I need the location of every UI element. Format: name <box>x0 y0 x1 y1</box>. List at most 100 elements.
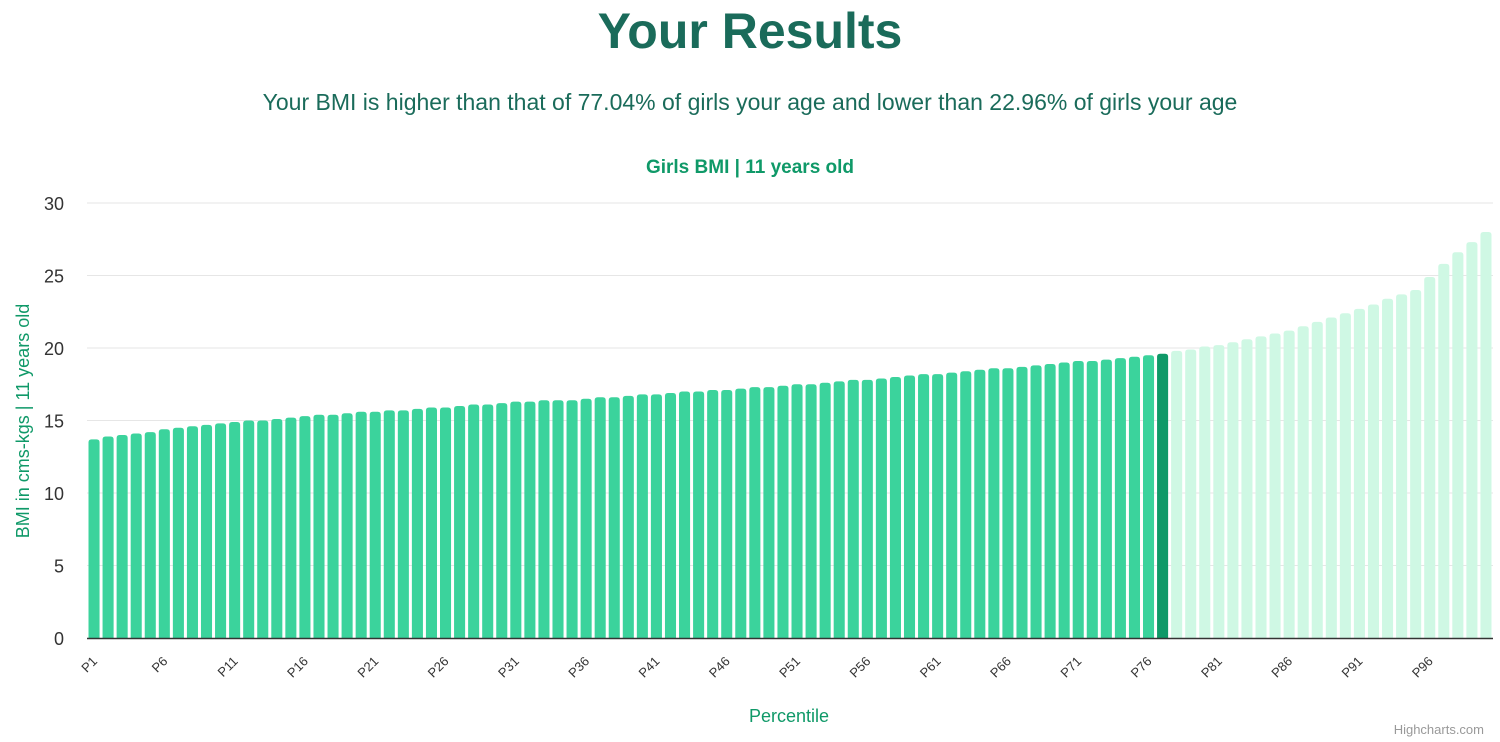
bar-p81[interactable] <box>1213 345 1225 638</box>
bar-p5[interactable] <box>144 432 156 638</box>
bar-p92[interactable] <box>1367 304 1380 639</box>
bar-p36[interactable] <box>580 398 592 638</box>
bar-p57[interactable] <box>875 378 887 638</box>
highcharts-credit[interactable]: Highcharts.com <box>1393 722 1484 737</box>
bar-p44[interactable] <box>693 391 705 639</box>
bar-p12[interactable] <box>243 420 255 639</box>
bar-p58[interactable] <box>889 377 901 638</box>
bar-p18[interactable] <box>327 414 339 638</box>
bar-p1[interactable] <box>88 439 100 638</box>
bar-p97[interactable] <box>1438 263 1450 638</box>
bar-p61[interactable] <box>932 374 944 638</box>
bar-p74[interactable] <box>1114 358 1126 638</box>
bar-p75[interactable] <box>1128 356 1140 638</box>
bar-p16[interactable] <box>299 416 311 638</box>
bar-p7[interactable] <box>172 427 184 638</box>
bar-p41[interactable] <box>650 394 662 638</box>
bar-p78[interactable] <box>1171 350 1183 638</box>
bar-p63[interactable] <box>960 371 972 638</box>
bar-p32[interactable] <box>524 401 536 638</box>
bar-p79[interactable] <box>1185 349 1197 638</box>
bar-p35[interactable] <box>566 400 578 638</box>
bar-p95[interactable] <box>1410 290 1422 638</box>
bar-p40[interactable] <box>636 394 648 638</box>
bar-p65[interactable] <box>988 368 1000 638</box>
bar-p28[interactable] <box>468 404 480 638</box>
bar-p70[interactable] <box>1058 362 1070 639</box>
bar-p68[interactable] <box>1030 365 1042 638</box>
bar-p69[interactable] <box>1044 363 1056 638</box>
bar-p37[interactable] <box>594 397 606 638</box>
bar-p52[interactable] <box>805 384 817 638</box>
bar-p22[interactable] <box>383 410 395 638</box>
bar-p82[interactable] <box>1227 342 1239 638</box>
bar-p34[interactable] <box>552 400 564 638</box>
bar-p80[interactable] <box>1199 346 1211 638</box>
bar-p51[interactable] <box>791 384 803 638</box>
bar-p31[interactable] <box>510 401 522 638</box>
bar-p46[interactable] <box>721 390 733 638</box>
bar-p50[interactable] <box>777 385 789 638</box>
bar-p14[interactable] <box>271 419 283 638</box>
bar-p73[interactable] <box>1100 359 1112 638</box>
bar-p86[interactable] <box>1283 330 1295 638</box>
bar-p8[interactable] <box>186 426 198 638</box>
bar-p15[interactable] <box>285 417 297 638</box>
bar-p60[interactable] <box>918 374 930 638</box>
bar-p64[interactable] <box>974 369 986 638</box>
bar-p48[interactable] <box>749 387 761 638</box>
bar-p88[interactable] <box>1311 321 1323 638</box>
bar-p84[interactable] <box>1255 336 1267 638</box>
bar-p33[interactable] <box>538 400 550 638</box>
bar-p10[interactable] <box>215 423 227 638</box>
bar-p45[interactable] <box>707 390 719 638</box>
bar-p42[interactable] <box>664 392 677 638</box>
bar-p38[interactable] <box>608 397 620 638</box>
bar-p55[interactable] <box>847 379 859 638</box>
bar-p49[interactable] <box>763 387 775 638</box>
bar-p77[interactable] <box>1157 353 1169 638</box>
bar-p53[interactable] <box>819 382 831 638</box>
bar-p96[interactable] <box>1424 276 1436 638</box>
bar-p13[interactable] <box>257 420 269 639</box>
bar-p11[interactable] <box>229 421 241 638</box>
bar-p3[interactable] <box>116 435 128 638</box>
bar-p56[interactable] <box>861 379 873 638</box>
bar-p30[interactable] <box>496 403 508 638</box>
bar-p29[interactable] <box>482 404 494 638</box>
bar-p91[interactable] <box>1353 308 1365 638</box>
bar-p93[interactable] <box>1382 298 1394 638</box>
bar-p21[interactable] <box>369 411 381 638</box>
bar-p43[interactable] <box>679 391 691 639</box>
bar-p25[interactable] <box>425 407 437 638</box>
bar-p99[interactable] <box>1466 242 1478 638</box>
bar-p72[interactable] <box>1086 361 1098 638</box>
bar-p20[interactable] <box>355 411 367 638</box>
bar-p27[interactable] <box>454 406 466 638</box>
bar-p19[interactable] <box>341 413 353 638</box>
bar-p66[interactable] <box>1002 368 1014 638</box>
bar-p100[interactable] <box>1480 232 1492 638</box>
bar-p54[interactable] <box>833 381 845 638</box>
bar-p89[interactable] <box>1325 317 1337 638</box>
bar-p23[interactable] <box>397 410 409 638</box>
bar-p83[interactable] <box>1241 339 1253 638</box>
bar-p87[interactable] <box>1297 326 1309 638</box>
bar-p67[interactable] <box>1016 366 1028 638</box>
bar-p90[interactable] <box>1339 313 1351 638</box>
bar-p4[interactable] <box>130 433 142 638</box>
bar-p76[interactable] <box>1143 355 1155 638</box>
bar-p71[interactable] <box>1072 361 1084 638</box>
bar-p26[interactable] <box>440 407 452 638</box>
bar-p39[interactable] <box>622 395 634 638</box>
bar-p6[interactable] <box>158 429 170 638</box>
bar-p47[interactable] <box>735 388 747 638</box>
bar-p59[interactable] <box>903 375 916 638</box>
bar-p17[interactable] <box>313 414 325 638</box>
bar-p98[interactable] <box>1452 252 1464 639</box>
bar-p9[interactable] <box>200 424 213 638</box>
bar-p85[interactable] <box>1269 333 1281 639</box>
bar-p62[interactable] <box>946 372 958 638</box>
bar-p2[interactable] <box>102 436 114 638</box>
bar-p94[interactable] <box>1396 294 1408 638</box>
